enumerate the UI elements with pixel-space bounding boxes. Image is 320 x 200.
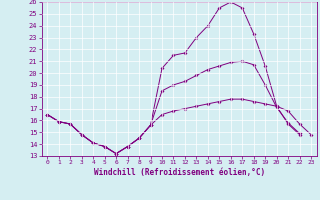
X-axis label: Windchill (Refroidissement éolien,°C): Windchill (Refroidissement éolien,°C): [94, 168, 265, 177]
